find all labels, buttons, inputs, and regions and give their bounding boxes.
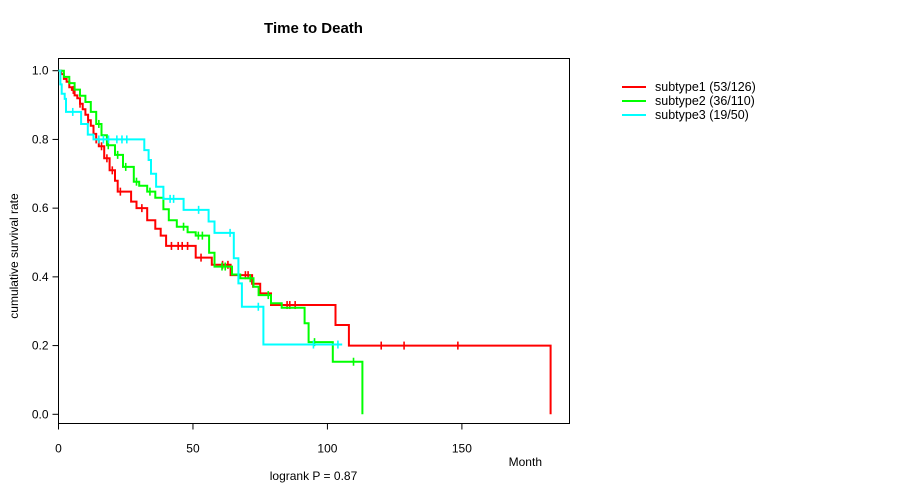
plot-border <box>58 58 570 424</box>
legend-line-sample-subtype2 <box>622 100 646 102</box>
survival-curve-subtype2 <box>58 69 364 415</box>
legend-line-sample-subtype3 <box>622 114 646 116</box>
survival-curve-subtype3 <box>58 69 343 346</box>
x-axis-title: Month <box>508 455 542 469</box>
legend-label-subtype2: subtype2 (36/110) <box>655 94 755 108</box>
legend-label-subtype1: subtype1 (53/126) <box>655 80 756 94</box>
y-axis-tick-label: 0.8 <box>32 132 49 146</box>
legend-line-sample-subtype1 <box>622 86 646 88</box>
legend-label-subtype3: subtype3 (19/50) <box>655 108 749 122</box>
y-axis-tick-label: 0.0 <box>32 407 49 421</box>
x-axis-tick-label: 100 <box>317 442 337 456</box>
x-axis-tick-label: 0 <box>55 442 62 456</box>
y-axis-tick-label: 0.2 <box>32 339 49 353</box>
legend-item-subtype2: subtype2 (36/110) <box>622 94 756 108</box>
legend-item-subtype3: subtype3 (19/50) <box>622 108 756 122</box>
legend-item-subtype1: subtype1 (53/126) <box>622 80 756 94</box>
y-axis-tick-label: 0.6 <box>32 201 49 215</box>
legend: subtype1 (53/126) subtype2 (36/110) subt… <box>622 80 756 122</box>
survival-curve-subtype1 <box>58 69 552 415</box>
logrank-annotation: logrank P = 0.87 <box>269 469 358 483</box>
chart-title: Time to Death <box>264 20 363 37</box>
y-axis-title: cumulative survival rate <box>7 193 21 319</box>
x-axis-tick-label: 150 <box>452 442 472 456</box>
x-axis-tick-label: 50 <box>186 442 200 456</box>
y-axis-tick-label: 0.4 <box>32 270 49 284</box>
y-axis-tick-label: 1.0 <box>32 64 49 78</box>
